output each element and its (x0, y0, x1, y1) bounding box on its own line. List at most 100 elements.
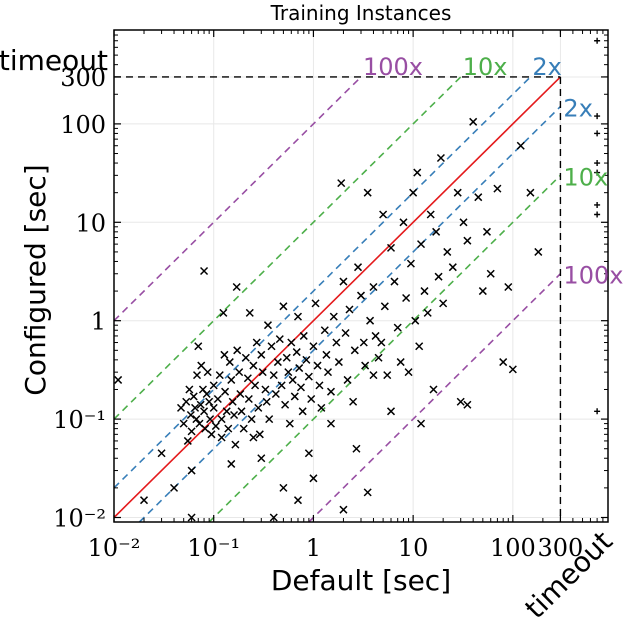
data-point (363, 488, 372, 497)
data-point (420, 287, 429, 296)
reference-label-top: 100x (363, 53, 423, 81)
data-point (315, 381, 324, 390)
data-point (317, 403, 326, 412)
data-point (413, 168, 422, 177)
timeout-point (594, 130, 601, 137)
data-point (411, 316, 420, 325)
data-point (187, 466, 196, 475)
data-point (205, 397, 214, 406)
x-tick-label: 100 (490, 534, 536, 562)
data-point (257, 350, 266, 359)
data-point (215, 371, 224, 380)
timeout-point (594, 211, 601, 218)
data-point (114, 375, 123, 384)
data-point (213, 394, 222, 404)
data-point (482, 227, 491, 236)
data-point (352, 444, 361, 453)
data-point (206, 415, 215, 424)
data-point (439, 299, 448, 308)
data-point (409, 188, 418, 197)
data-point (200, 407, 209, 416)
data-point (236, 389, 245, 399)
data-point (377, 338, 386, 347)
data-point (221, 387, 230, 396)
data-point (393, 323, 402, 332)
data-point (186, 410, 195, 420)
data-point (230, 410, 239, 420)
data-point (269, 371, 278, 380)
data-point (296, 383, 305, 392)
data-point (299, 331, 308, 340)
data-point (332, 338, 341, 347)
data-point (284, 368, 293, 377)
data-point (380, 302, 389, 311)
data-point (326, 387, 336, 396)
data-point (390, 277, 399, 286)
y-tick-label: 10⁻² (53, 504, 106, 532)
reference-line-10x-above (113, 76, 462, 420)
x-tick-label: 10⁻¹ (187, 534, 240, 562)
y-tick-label: 100 (60, 111, 106, 139)
data-point (244, 394, 253, 404)
data-point (396, 358, 405, 367)
data-point (429, 385, 438, 394)
data-point (337, 179, 346, 188)
data-point (426, 210, 435, 219)
data-point (247, 415, 256, 424)
data-point (329, 312, 338, 321)
data-point (402, 293, 411, 303)
y-tick-label: 10 (75, 209, 106, 237)
data-point (219, 308, 228, 317)
data-point (200, 266, 209, 276)
y-tick-label: 300 (60, 64, 106, 92)
data-point (265, 415, 274, 424)
data-point (254, 403, 263, 412)
data-point (288, 375, 297, 384)
x-tick-label: 10⁻² (88, 534, 141, 562)
reference-line-1x (113, 76, 561, 519)
data-point (232, 282, 241, 292)
data-point (459, 218, 468, 227)
data-point (361, 361, 370, 370)
data-point (279, 302, 288, 311)
data-point (417, 419, 426, 428)
data-point (227, 375, 236, 384)
data-point (277, 381, 286, 390)
data-point (302, 355, 311, 364)
timeout-point (594, 37, 601, 44)
data-point (187, 513, 196, 522)
data-point (287, 338, 296, 347)
data-point (415, 342, 424, 351)
data-point (203, 368, 212, 377)
data-point (341, 328, 350, 338)
data-point (239, 424, 248, 433)
timeout-point (594, 160, 601, 167)
data-point (222, 407, 231, 416)
data-point (157, 449, 166, 458)
data-point (493, 184, 502, 193)
y-tick-label: 10⁻¹ (53, 406, 106, 434)
data-point (231, 440, 240, 449)
data-point (474, 193, 483, 202)
reference-label-right: 100x (563, 262, 623, 290)
data-point (307, 394, 316, 404)
reference-lines (113, 76, 561, 523)
data-point (383, 371, 392, 380)
reference-line-2x-above (113, 76, 531, 489)
data-point (192, 415, 201, 424)
data-point (526, 188, 535, 197)
data-point (371, 331, 380, 340)
data-point (262, 397, 271, 406)
data-point (197, 361, 206, 370)
data-points (114, 37, 601, 522)
reference-line-100x-above (113, 76, 362, 322)
data-point (326, 419, 336, 428)
data-point (293, 312, 303, 321)
data-point (182, 397, 191, 406)
data-point (406, 259, 415, 268)
data-point (534, 247, 543, 256)
data-point (339, 505, 348, 514)
